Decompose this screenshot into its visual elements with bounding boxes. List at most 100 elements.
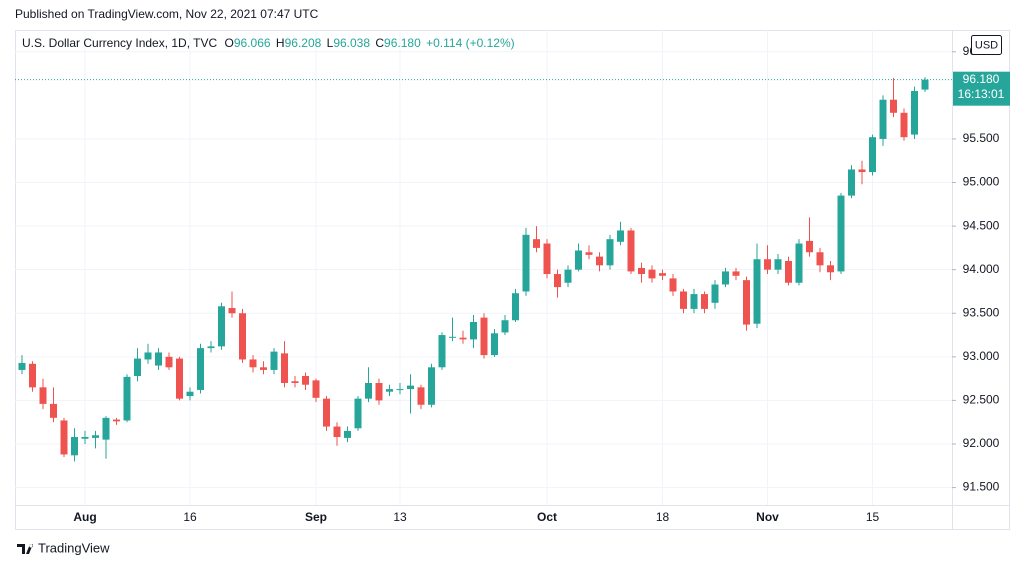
candle-body bbox=[575, 250, 582, 270]
candle-body bbox=[911, 91, 918, 135]
candle-body bbox=[701, 294, 708, 309]
candle-body bbox=[753, 259, 761, 324]
plot bbox=[15, 77, 952, 462]
candle-body bbox=[407, 385, 414, 390]
y-tick-label: 92.500 bbox=[963, 393, 1000, 407]
candle-body bbox=[617, 230, 624, 242]
symbol: U.S. Dollar Currency Index, 1D, TVC bbox=[22, 36, 218, 50]
candle-body bbox=[386, 389, 393, 392]
candle-body bbox=[344, 430, 351, 438]
candle-body bbox=[81, 437, 89, 439]
y-tick-label: 91.500 bbox=[963, 480, 1000, 494]
candle-body bbox=[186, 391, 194, 397]
y-tick-label: 95.000 bbox=[963, 175, 1000, 189]
candle-body bbox=[29, 363, 36, 388]
candle-body bbox=[543, 243, 551, 275]
candle-body bbox=[92, 435, 99, 438]
x-tick-label: 16 bbox=[183, 510, 197, 524]
last-price-label: 96.180 bbox=[963, 72, 1000, 86]
candle-body bbox=[302, 376, 309, 385]
candle-body bbox=[428, 367, 435, 405]
footer-logo: TradingView bbox=[17, 540, 110, 555]
candle-body bbox=[333, 426, 341, 438]
y-tick-label: 93.000 bbox=[963, 349, 1000, 363]
candle-body bbox=[491, 333, 498, 356]
candle-body bbox=[638, 267, 645, 275]
logo-icon bbox=[17, 544, 33, 554]
x-tick-label: Oct bbox=[537, 510, 557, 524]
currency-box[interactable] bbox=[971, 35, 1002, 55]
candle-body bbox=[501, 320, 509, 333]
candle-body bbox=[827, 265, 834, 273]
candle-body bbox=[459, 337, 467, 340]
candle-body bbox=[260, 367, 267, 370]
candle-body bbox=[18, 362, 26, 370]
candle-body bbox=[533, 239, 540, 248]
candle-body bbox=[228, 308, 236, 314]
candle-body bbox=[743, 280, 750, 325]
candle-body bbox=[795, 243, 803, 283]
candle-body bbox=[711, 284, 719, 303]
candle-body bbox=[774, 259, 782, 270]
candle-body bbox=[837, 195, 845, 272]
open-value: 96.066 bbox=[234, 36, 271, 50]
high-value: 96.208 bbox=[285, 36, 322, 50]
candle-body bbox=[396, 389, 404, 391]
currency[interactable]: USD bbox=[975, 39, 998, 51]
candle-body bbox=[60, 420, 68, 455]
grid bbox=[15, 30, 952, 505]
candle-body bbox=[564, 269, 572, 283]
candle-body bbox=[438, 335, 446, 368]
candle-body bbox=[806, 240, 813, 253]
candle-body bbox=[879, 99, 887, 139]
x-tick-label: 18 bbox=[656, 510, 670, 524]
candle-body bbox=[144, 352, 152, 360]
candle-body bbox=[596, 256, 603, 266]
candle-body bbox=[417, 387, 425, 405]
candle-body bbox=[659, 273, 666, 276]
candle-body bbox=[606, 239, 614, 266]
candle-body bbox=[921, 79, 929, 90]
candle-body bbox=[848, 169, 855, 196]
x-tick-label: Sep bbox=[305, 510, 327, 524]
candle-body bbox=[239, 313, 246, 360]
candle-body bbox=[554, 274, 561, 288]
y-tick-label: 94.000 bbox=[963, 262, 1000, 276]
change-percent: (+0.12%) bbox=[466, 36, 515, 50]
x-tick-label: Aug bbox=[73, 510, 96, 524]
x-tick-label: 15 bbox=[866, 510, 880, 524]
candle-body bbox=[155, 352, 162, 366]
candle-body bbox=[585, 252, 593, 255]
candle-body bbox=[123, 376, 131, 421]
candle-body bbox=[270, 351, 278, 370]
x-tick-label: Nov bbox=[756, 510, 779, 524]
candle-body bbox=[816, 252, 824, 266]
candle-body bbox=[680, 291, 687, 309]
candle-body bbox=[470, 321, 477, 340]
legend-header: U.S. Dollar Currency Index, 1D, TVC O96.… bbox=[22, 36, 515, 50]
low-key: L bbox=[327, 36, 334, 50]
y-tick-label: 94.500 bbox=[963, 218, 1000, 232]
candle-body bbox=[858, 169, 866, 173]
candle-body bbox=[113, 419, 120, 422]
candle-body bbox=[323, 398, 330, 427]
candle-body bbox=[354, 398, 362, 429]
change: +0.114 bbox=[426, 36, 462, 50]
candle-body bbox=[375, 382, 383, 401]
candle-body bbox=[900, 112, 908, 138]
candle-body bbox=[764, 259, 771, 270]
high-key: H bbox=[276, 36, 285, 50]
candle-body bbox=[890, 99, 897, 113]
candle-body bbox=[71, 437, 78, 456]
candle-body bbox=[218, 306, 225, 347]
candle-body bbox=[50, 403, 57, 418]
candle-body bbox=[669, 278, 677, 292]
candle-body bbox=[165, 356, 173, 368]
candle-body bbox=[176, 358, 183, 399]
candle-body bbox=[648, 269, 656, 279]
candle-body bbox=[480, 317, 488, 356]
close-value: 96.180 bbox=[384, 36, 421, 50]
low-value: 96.038 bbox=[333, 36, 370, 50]
candle-body bbox=[512, 293, 519, 321]
